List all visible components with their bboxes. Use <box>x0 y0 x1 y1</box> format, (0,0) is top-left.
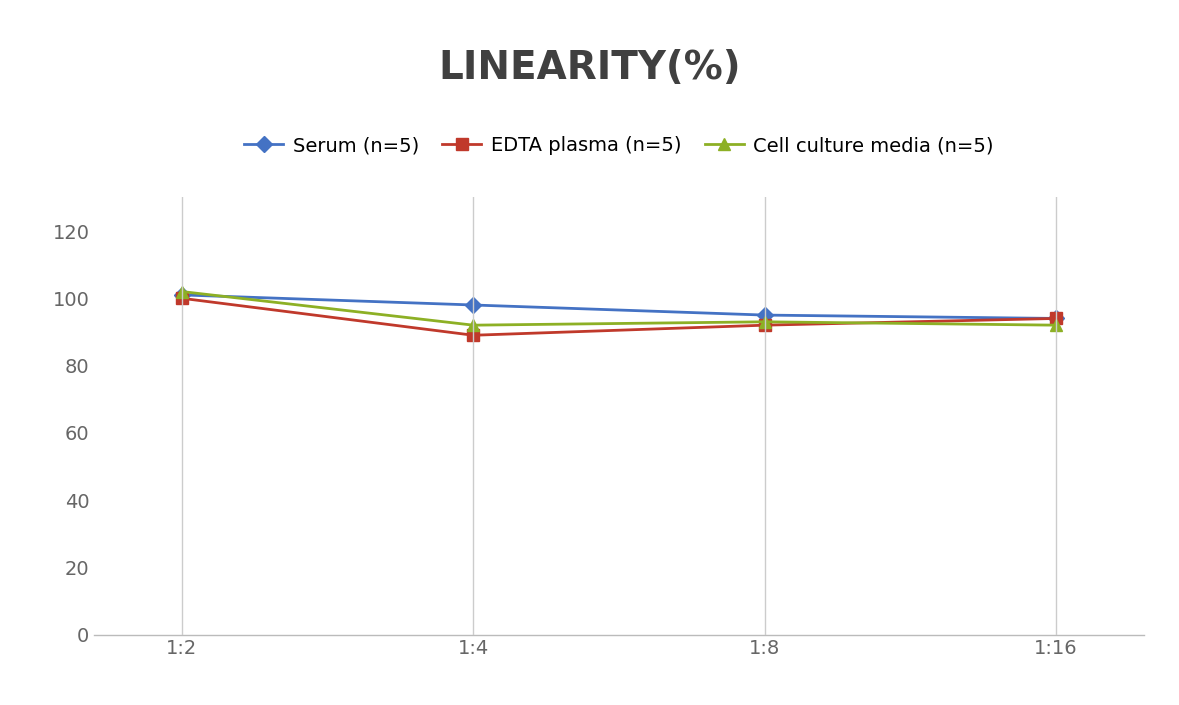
Legend: Serum (n=5), EDTA plasma (n=5), Cell culture media (n=5): Serum (n=5), EDTA plasma (n=5), Cell cul… <box>236 128 1002 163</box>
EDTA plasma (n=5) <box>758 321 772 329</box>
Line: Serum (n=5): Serum (n=5) <box>176 289 1062 324</box>
Cell culture media (n=5) <box>758 317 772 326</box>
EDTA plasma (n=5) <box>1049 314 1063 323</box>
Serum (n=5) <box>1049 314 1063 323</box>
Cell culture media (n=5) <box>1049 321 1063 329</box>
Serum (n=5) <box>466 301 480 309</box>
Line: Cell culture media (n=5): Cell culture media (n=5) <box>176 286 1062 331</box>
EDTA plasma (n=5) <box>174 294 189 302</box>
Cell culture media (n=5) <box>174 288 189 296</box>
EDTA plasma (n=5) <box>466 331 480 340</box>
Cell culture media (n=5) <box>466 321 480 329</box>
Line: EDTA plasma (n=5): EDTA plasma (n=5) <box>176 293 1062 341</box>
Serum (n=5) <box>758 311 772 319</box>
Text: LINEARITY(%): LINEARITY(%) <box>439 49 740 87</box>
Serum (n=5) <box>174 290 189 299</box>
